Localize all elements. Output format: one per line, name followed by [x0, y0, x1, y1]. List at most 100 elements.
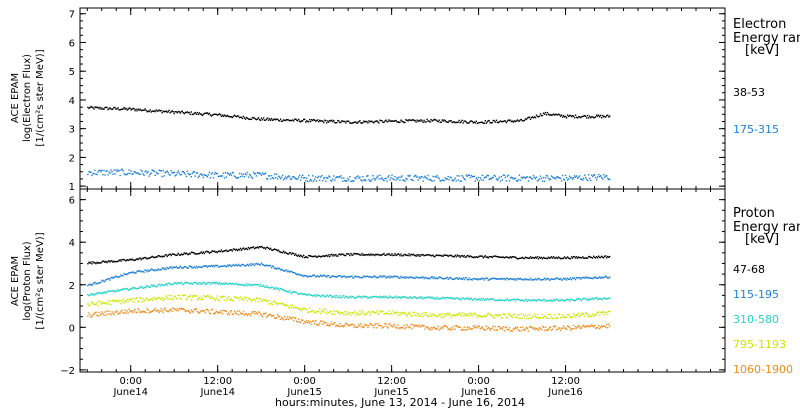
data-point	[561, 314, 564, 316]
data-point	[281, 289, 284, 291]
data-point	[468, 122, 470, 124]
data-point	[319, 308, 321, 310]
data-point	[609, 276, 611, 278]
data-point	[488, 279, 490, 281]
data-point	[166, 310, 168, 312]
data-point	[346, 311, 348, 313]
data-point	[327, 323, 329, 325]
data-point	[316, 323, 318, 326]
x-tick-sublabel: June15	[286, 387, 322, 398]
data-point	[397, 253, 399, 255]
data-point	[186, 298, 188, 300]
data-point	[477, 314, 479, 317]
data-point	[285, 118, 288, 121]
data-point	[489, 256, 491, 258]
data-point	[585, 115, 587, 117]
x-tick-sublabel: June16	[547, 387, 583, 398]
data-point	[374, 254, 376, 257]
data-point	[337, 255, 339, 257]
data-point	[552, 113, 555, 115]
data-point	[485, 122, 487, 124]
data-point	[278, 289, 281, 291]
data-point	[364, 275, 366, 278]
data-point	[523, 278, 526, 280]
data-point	[375, 253, 377, 255]
data-point	[514, 326, 517, 329]
data-point	[472, 256, 474, 259]
data-point	[110, 314, 112, 316]
data-point	[391, 253, 393, 255]
data-point	[575, 116, 578, 119]
data-point	[332, 255, 334, 257]
data-point	[295, 291, 297, 293]
data-point	[423, 311, 425, 314]
data-point	[301, 293, 303, 295]
data-point	[159, 310, 161, 312]
data-point	[373, 122, 375, 124]
data-point	[459, 180, 461, 182]
data-point	[300, 292, 302, 294]
data-point	[416, 119, 418, 121]
data-point	[488, 255, 490, 258]
data-point	[326, 294, 328, 296]
data-point	[279, 269, 282, 271]
data-point	[162, 110, 164, 112]
data-point	[322, 275, 324, 277]
data-point	[451, 121, 453, 124]
data-point	[607, 277, 609, 279]
data-point	[174, 281, 176, 284]
data-point	[509, 300, 512, 302]
data-point	[369, 296, 371, 298]
data-point	[231, 171, 234, 174]
data-point	[89, 304, 91, 307]
data-point	[157, 309, 159, 312]
data-point	[101, 311, 103, 313]
data-point	[605, 298, 607, 300]
data-point	[548, 317, 551, 320]
data-point	[105, 292, 107, 294]
data-point	[309, 180, 311, 182]
data-point	[377, 121, 379, 123]
data-point	[279, 251, 282, 253]
data-point	[200, 296, 202, 298]
data-point	[354, 177, 356, 179]
data-point	[205, 296, 208, 298]
data-point	[105, 260, 107, 263]
data-point	[149, 257, 151, 259]
data-point	[416, 312, 418, 314]
x-tick-label: 12:00	[377, 376, 406, 387]
data-point	[259, 173, 262, 175]
data-point	[603, 115, 605, 118]
data-point	[269, 313, 272, 316]
data-point	[161, 310, 163, 312]
data-point	[437, 120, 439, 123]
data-point	[388, 323, 390, 326]
data-point	[588, 299, 590, 301]
data-point	[123, 258, 125, 261]
x-tick-label: 0:00	[467, 376, 489, 387]
data-point	[513, 177, 516, 180]
data-point	[446, 276, 448, 278]
data-point	[454, 328, 456, 330]
data-point	[451, 255, 453, 257]
data-point	[325, 275, 327, 277]
data-point	[412, 323, 414, 326]
data-point	[361, 180, 363, 182]
data-point	[149, 269, 151, 271]
data-point	[430, 327, 432, 329]
data-point	[347, 177, 349, 180]
data-point	[272, 301, 275, 303]
data-point	[313, 274, 315, 276]
data-point	[95, 106, 97, 109]
data-point	[498, 314, 501, 316]
data-point	[564, 316, 567, 319]
data-point	[561, 174, 564, 177]
data-point	[458, 175, 460, 177]
data-point	[138, 300, 140, 302]
data-point	[419, 120, 421, 122]
data-point	[465, 297, 467, 300]
data-point	[182, 267, 184, 269]
data-point	[319, 119, 321, 122]
data-point	[105, 279, 107, 281]
data-point	[475, 177, 477, 179]
